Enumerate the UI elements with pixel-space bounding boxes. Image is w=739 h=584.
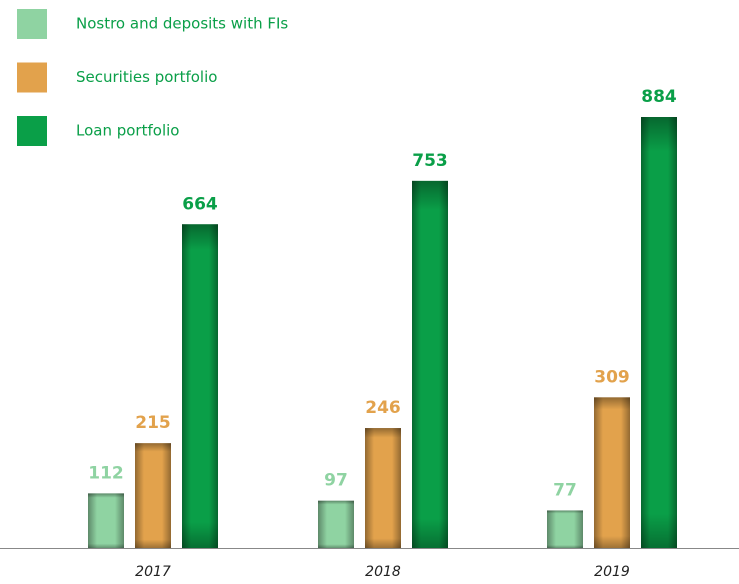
bar-shade [365,428,401,548]
value-label: 664 [182,194,218,214]
value-label: 97 [324,471,348,491]
legend-label: Loan portfolio [76,122,179,140]
legend-swatch [17,9,47,39]
legend-swatch [17,62,47,93]
bar-shade [412,180,448,548]
x-tick-label: 2019 [594,564,630,580]
x-tick-label: 2018 [365,564,401,580]
value-label: 215 [135,413,171,433]
legend-swatch [17,116,47,146]
bar-shade [318,500,354,548]
bar-shade [88,493,124,548]
value-label: 884 [641,87,677,107]
bar-shade [135,443,171,548]
value-label: 112 [88,463,124,483]
bar-shade [641,117,677,548]
value-label: 753 [412,151,448,171]
bar-shade [182,224,218,548]
x-tick-label: 2017 [135,564,171,580]
bar-shade [547,510,583,548]
legend-label: Nostro and deposits with FIs [76,15,288,33]
bar-shade [594,397,630,548]
legend-label: Securities portfolio [76,68,217,86]
value-label: 309 [594,367,630,387]
value-label: 77 [553,480,577,500]
value-label: 246 [365,398,401,418]
